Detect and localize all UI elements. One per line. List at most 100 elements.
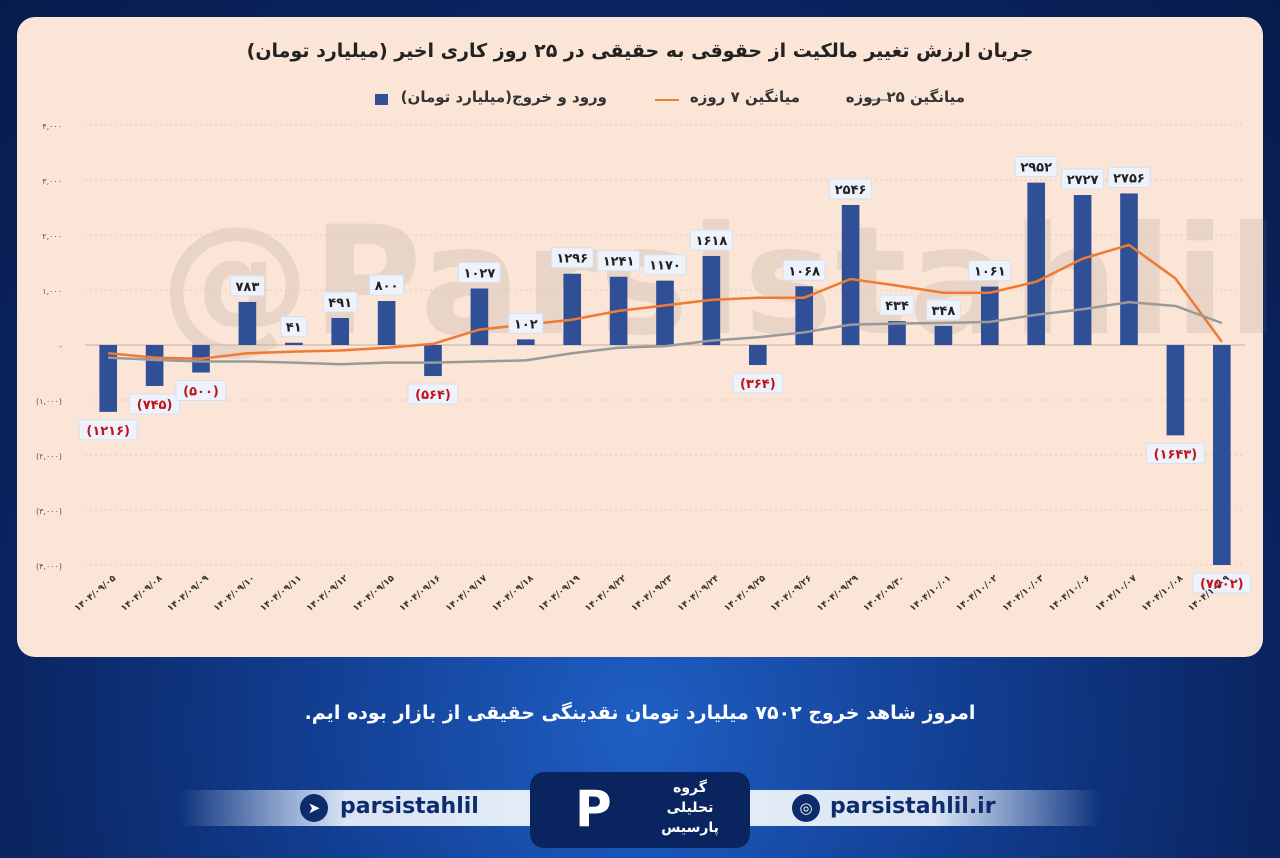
bar	[470, 288, 489, 345]
y-tick-label: (۲,۰۰۰)	[36, 452, 62, 461]
data-label-box	[1061, 168, 1105, 190]
y-tick-label: ۲,۰۰۰	[42, 232, 62, 241]
data-label-box	[732, 372, 784, 394]
chart-legend: میانگین ۲۵ روزه میانگین ۷ روزه ورود و خر…	[0, 88, 1280, 112]
logo-line-3: پارسیس	[661, 820, 719, 836]
data-label: ۱۰۶۸	[788, 264, 820, 279]
y-tick-label: (۱,۰۰۰)	[36, 397, 62, 406]
bar	[1212, 345, 1231, 565]
data-label-box	[229, 275, 265, 297]
logo-text: گروه تحلیلی پارسیس	[645, 778, 735, 838]
data-label: ۲۷۵۶	[1113, 171, 1145, 186]
bar	[424, 345, 442, 377]
y-tick-label: ۱,۰۰۰	[42, 287, 62, 296]
x-tick-label: ۱۴۰۴/۰۹/۱۸	[491, 573, 537, 613]
x-tick-label: ۱۴۰۴/۰۹/۲۲	[583, 573, 629, 613]
data-label: (۷۵۰۲)	[1200, 577, 1244, 592]
data-label: ۲۹۵۲	[1020, 161, 1052, 176]
y-tick-label: (۳,۰۰۰)	[36, 507, 62, 516]
bar	[377, 301, 396, 345]
bar	[841, 204, 860, 345]
globe-icon: ◎	[792, 794, 820, 822]
data-label-box	[550, 247, 594, 269]
bar	[145, 345, 164, 386]
bar	[1166, 345, 1185, 436]
bar	[99, 345, 118, 412]
logo-line-2: تحلیلی	[666, 800, 714, 816]
y-tick-label: ۴,۰۰۰	[42, 122, 62, 131]
data-label-box	[175, 380, 227, 401]
data-label-box	[508, 312, 544, 334]
data-label: ۱۲۹۶	[556, 252, 588, 267]
x-tick-label: ۱۴۰۴/۰۹/۲۵	[723, 573, 769, 613]
legend-ma7-label: میانگین ۷ روزه	[689, 88, 800, 106]
data-labels: (۱۲۱۶) (۷۴۵) (۵۰۰) ۷۸۳ ۴۱ ۴۹۱ ۸۰۰ (۵۶۴) ۱۰۲۷ ۱۰۲ ۱…	[78, 156, 1252, 594]
legend-bars-label: ورود و خروج(میلیارد تومان)	[400, 88, 607, 106]
x-tick-label: ۱۴۰۴/۰۹/۰۵	[73, 573, 119, 613]
x-tick-label: ۱۴۰۴/۰۹/۲۹	[815, 573, 861, 613]
data-label-box	[968, 260, 1012, 282]
bar	[1027, 182, 1046, 345]
data-label: ۷۸۳	[235, 280, 259, 295]
data-label-box	[78, 419, 138, 441]
x-axis-ticks: ۱۴۰۴/۰۹/۰۵ ۱۴۰۴/۰۹/۰۸ ۱۴۰۴/۰۹/۰۹ ۱۴۰۴/۰۹/۱۰…	[73, 573, 1232, 613]
data-label-box	[925, 299, 961, 321]
x-tick-label: ۱۴۰۴/۱۰/۰۶	[1047, 574, 1092, 614]
website-link[interactable]: parsistahlil.ir	[830, 794, 996, 819]
telegram-icon: ➤	[300, 794, 328, 822]
data-label-box	[1014, 156, 1058, 178]
x-tick-label: ۱۴۰۴/۰۹/۰۸	[119, 573, 165, 613]
data-label-box	[782, 259, 826, 281]
bar	[980, 286, 999, 345]
x-tick-label: ۱۴۰۴/۰۹/۱۱	[259, 574, 304, 614]
bar	[934, 325, 953, 345]
data-label: (۷۴۵)	[137, 398, 173, 413]
bar	[238, 301, 257, 345]
data-label-box	[597, 250, 641, 272]
logo-mark: P	[575, 780, 612, 838]
data-label: (۵۰۰)	[183, 385, 219, 400]
bar	[748, 345, 767, 366]
data-label: ۱۶۱۸	[696, 234, 728, 249]
data-label: ۸۰۰	[375, 279, 399, 294]
line-series	[108, 243, 1223, 366]
data-label-box	[689, 229, 733, 251]
x-tick-label: ۱۴۰۴/۰۹/۱۰	[212, 574, 257, 614]
x-tick-label: ۱۴۰۴/۰۹/۱۶	[398, 574, 443, 614]
x-tick-label: ۱۴۰۴/۱۰/۰۷	[1094, 573, 1140, 613]
data-label: ۳۴۸	[931, 304, 955, 319]
telegram-handle[interactable]: parsistahlil	[340, 794, 479, 819]
data-label-box	[643, 254, 687, 276]
data-label-box	[322, 291, 358, 313]
bar	[563, 273, 582, 345]
x-tick-label: ۱۴۰۴/۰۹/۲۶	[769, 574, 814, 614]
data-label: (۱۲۱۶)	[86, 424, 130, 439]
bar	[795, 286, 814, 345]
data-label-box	[129, 393, 181, 415]
data-label: ۱۱۷۰	[649, 259, 681, 274]
x-tick-label: ۱۴۰۴/۰۹/۲۳	[630, 573, 676, 613]
x-tick-label: ۱۴۰۴/۱۰/۰۲	[955, 573, 1001, 613]
legend-bars-swatch	[375, 94, 388, 105]
ma25-line	[108, 300, 1223, 366]
data-label-box	[1145, 442, 1205, 464]
legend-ma25-label: میانگین ۲۵ روزه	[845, 88, 965, 106]
data-label: (۳۶۴)	[740, 377, 776, 392]
bar	[656, 280, 674, 345]
chart-card	[17, 17, 1263, 657]
data-label: ۱۰۲۷	[464, 267, 496, 282]
data-label: ۱۰۶۱	[974, 265, 1006, 280]
data-label-box	[1107, 166, 1151, 188]
logo-line-1: گروه	[673, 780, 707, 796]
data-label: ۴۱	[286, 321, 302, 336]
x-tick-label: ۱۴۰۴/۰۹/۱۹	[537, 573, 583, 613]
data-label: ۴۹۱	[328, 296, 352, 311]
data-label-box	[1192, 572, 1252, 594]
bar	[888, 321, 906, 345]
x-tick-label: ۱۴۰۴/۱۰/۰۳	[1001, 573, 1047, 613]
data-label-box	[829, 178, 873, 200]
x-tick-label: ۱۴۰۴/۰۹/۱۲	[305, 573, 351, 613]
bar	[1073, 195, 1092, 345]
caption-text: امروز شاهد خروج ۷۵۰۲ میلیارد تومان نقدین…	[304, 702, 976, 724]
data-label: ۱۰۲	[514, 317, 538, 332]
